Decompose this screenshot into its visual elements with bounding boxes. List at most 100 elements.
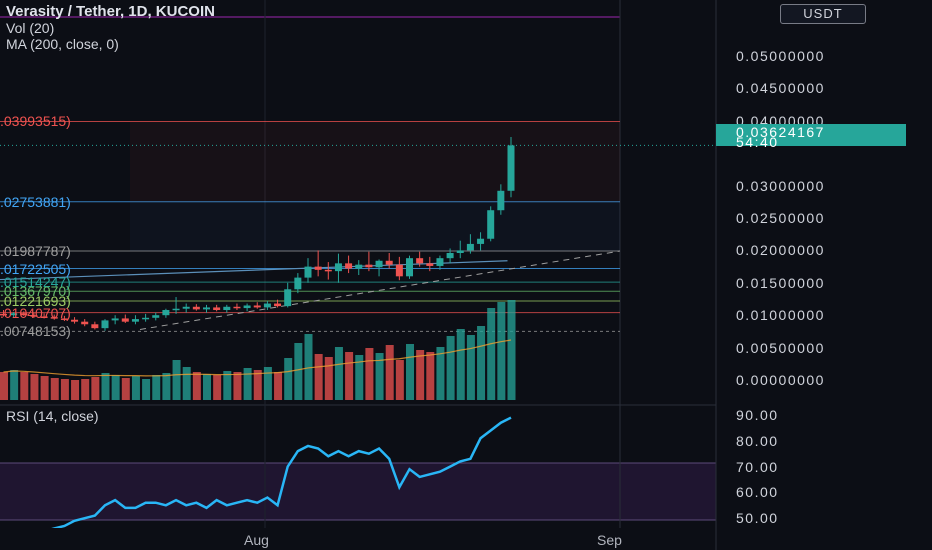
candle-body bbox=[456, 250, 464, 253]
trendline bbox=[139, 250, 621, 330]
fib-zone-top bbox=[130, 121, 620, 202]
volume-bar bbox=[142, 379, 151, 400]
price-tick-label: 0.00000000 bbox=[736, 372, 825, 388]
candle-body bbox=[385, 260, 393, 265]
candle-body bbox=[314, 266, 322, 270]
volume-bar bbox=[324, 357, 333, 400]
fib-label: .01040707) bbox=[0, 304, 71, 321]
price-tick-label: 0.02500000 bbox=[736, 210, 825, 226]
volume-bar bbox=[50, 378, 59, 400]
volume-bar bbox=[131, 376, 140, 400]
candle-body bbox=[223, 306, 231, 311]
volume-bar bbox=[253, 370, 262, 400]
volume-bar bbox=[395, 360, 404, 400]
price-tick-label: 0.04500000 bbox=[736, 80, 825, 97]
volume-bar bbox=[507, 300, 516, 400]
price-tick-label: 0.03000000 bbox=[736, 177, 825, 194]
volume-bar bbox=[446, 336, 455, 400]
volume-bar bbox=[0, 372, 8, 400]
volume-bar bbox=[466, 335, 475, 400]
volume-bar bbox=[60, 379, 69, 400]
volume-bar bbox=[274, 372, 283, 400]
fib-label: .03993515) bbox=[0, 113, 71, 130]
volume-bar bbox=[243, 368, 252, 400]
candle-body bbox=[345, 263, 353, 269]
rsi-tick-label: 60.00 bbox=[736, 484, 779, 501]
candle-body bbox=[406, 258, 413, 277]
price-tick-label: 0.01000000 bbox=[736, 307, 825, 324]
candle-body bbox=[416, 258, 424, 264]
volume-bar bbox=[304, 334, 313, 400]
candle-body bbox=[20, 313, 28, 316]
price-tick-label: 0.02000000 bbox=[736, 242, 825, 259]
volume-bar bbox=[91, 377, 100, 400]
x-label-aug: Aug bbox=[244, 532, 269, 548]
currency-button[interactable]: USDT bbox=[780, 4, 866, 24]
fib-label: .02753881) bbox=[0, 193, 71, 210]
candle-body bbox=[111, 318, 119, 321]
candle-body bbox=[274, 303, 282, 307]
candle-body bbox=[71, 319, 79, 322]
fib-label: .01722505) bbox=[0, 260, 71, 277]
price-tick-label: 0.05000000 bbox=[736, 48, 825, 64]
candle-body bbox=[334, 263, 342, 272]
volume-bar bbox=[436, 347, 445, 400]
candle-body bbox=[40, 316, 48, 318]
candle-body bbox=[50, 317, 58, 319]
volume-bar bbox=[182, 367, 191, 400]
volume-bar bbox=[223, 371, 232, 400]
candle-body bbox=[284, 289, 292, 307]
candle-body bbox=[355, 264, 363, 269]
volume-bar bbox=[355, 355, 364, 400]
current-price-tag: 0.03624167 54:40 bbox=[716, 124, 906, 150]
ma-200-line bbox=[0, 260, 508, 281]
volume-bar bbox=[233, 372, 242, 400]
symbol-title[interactable]: Verasity / Tether, 1D, KUCOIN bbox=[6, 3, 215, 20]
candle-body bbox=[91, 324, 99, 329]
rsi-tick-label: 80.00 bbox=[736, 432, 779, 449]
volume-legend[interactable]: Vol (20) bbox=[6, 20, 55, 36]
volume-bar bbox=[406, 344, 414, 400]
candle-body bbox=[131, 319, 139, 322]
candle-body bbox=[294, 277, 302, 290]
rsi-tick-label: 90.00 bbox=[736, 407, 779, 423]
volume-bar bbox=[487, 308, 496, 400]
volume-bar bbox=[203, 374, 211, 400]
candle-body bbox=[446, 252, 454, 259]
candle-body bbox=[304, 266, 312, 278]
candle-body bbox=[426, 263, 434, 266]
price-tick-label: 0.00500000 bbox=[736, 339, 825, 356]
volume-bar bbox=[101, 373, 110, 400]
candle-body bbox=[10, 313, 18, 316]
bar-countdown: 54:40 bbox=[736, 134, 779, 150]
volume-bar bbox=[416, 350, 425, 400]
rsi-tick-label: 70.00 bbox=[736, 458, 779, 475]
rsi-line bbox=[51, 416, 512, 528]
volume-bar bbox=[71, 380, 80, 400]
volume-bar bbox=[172, 360, 181, 400]
candle-body bbox=[263, 303, 271, 308]
candle-body bbox=[487, 210, 495, 239]
volume-bar bbox=[121, 378, 130, 400]
candle-body bbox=[162, 310, 170, 316]
candle-body bbox=[121, 318, 129, 322]
rsi-band bbox=[0, 463, 716, 520]
ma-legend[interactable]: MA (200, close, 0) bbox=[6, 36, 119, 52]
candle-body bbox=[507, 145, 515, 191]
fib-label: .00748153) bbox=[0, 323, 71, 340]
volume-bar bbox=[375, 353, 384, 400]
fib-label: .01514247) bbox=[0, 274, 71, 291]
rsi-legend[interactable]: RSI (14, close) bbox=[6, 408, 99, 424]
volume-bar bbox=[497, 302, 506, 400]
volume-bar bbox=[294, 343, 303, 400]
volume-ma-line bbox=[3, 339, 512, 377]
candle-body bbox=[477, 238, 485, 244]
volume-bar bbox=[40, 376, 49, 400]
volume-bar bbox=[81, 379, 90, 400]
volume-bar bbox=[456, 329, 465, 400]
fib-label: .01221693) bbox=[0, 292, 71, 309]
candle-body bbox=[192, 306, 200, 310]
current-price-value: 0.03624167 bbox=[736, 124, 825, 140]
